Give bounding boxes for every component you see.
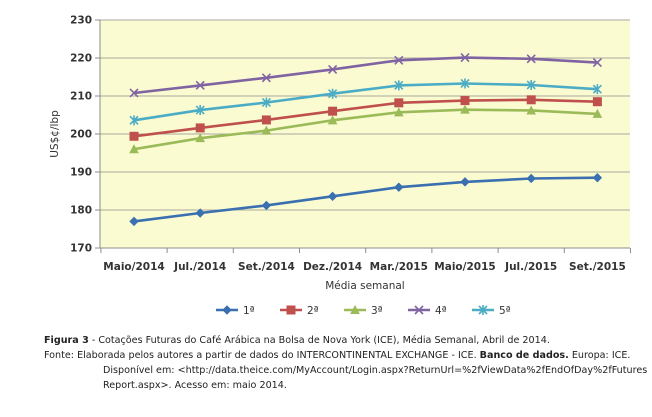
data-point (526, 79, 536, 90)
data-point (129, 88, 139, 98)
data-point (592, 84, 602, 95)
plot-area (100, 19, 630, 248)
y-tick-label: 210 (70, 91, 92, 103)
legend-label: 2ª (307, 305, 319, 317)
series-2 (129, 95, 602, 141)
data-point (460, 78, 470, 89)
data-point (350, 304, 360, 314)
legend-item: 3ª (344, 304, 383, 317)
series-group (129, 53, 603, 227)
legend-label: 4ª (435, 305, 447, 317)
data-point (195, 208, 205, 218)
data-point (526, 95, 536, 105)
data-point (129, 131, 139, 141)
series-5 (129, 78, 602, 126)
y-tick-label: 220 (70, 53, 92, 65)
y-tick-label: 230 (70, 15, 92, 27)
data-point (460, 177, 470, 187)
x-tick-label: Jul./2015 (504, 261, 557, 273)
legend-item: 2ª (280, 305, 319, 317)
data-point (261, 200, 272, 211)
data-point (592, 57, 602, 68)
data-point (592, 172, 603, 183)
data-point (460, 53, 470, 63)
legend: 1ª 2ª 3ª 4ª 5ª (216, 304, 511, 317)
y-tick-label: 180 (70, 205, 92, 217)
data-point (195, 123, 205, 133)
data-point (328, 106, 338, 116)
data-point (129, 216, 139, 227)
source-line-2: Disponível em: <http://data.theice.com/M… (103, 365, 648, 376)
legend-item: 1ª (216, 305, 255, 317)
data-point (394, 55, 404, 65)
data-point (261, 125, 272, 135)
x-tick-label: Set./2015 (569, 261, 626, 273)
data-point (478, 305, 488, 315)
y-tick-label: 190 (70, 167, 92, 179)
data-point (414, 305, 424, 315)
data-point (328, 88, 338, 99)
legend-label: 1ª (243, 305, 255, 317)
data-point (261, 73, 271, 83)
data-point (129, 115, 139, 126)
data-point (327, 191, 338, 202)
y-tick-label: 170 (70, 243, 92, 255)
series-line (133, 56, 598, 95)
data-point (460, 96, 470, 106)
data-point (195, 80, 205, 90)
source-line-3: Report.aspx>. Acesso em: maio 2014. (103, 380, 287, 391)
series-line (133, 108, 598, 151)
caption-title-line: Figura 3 - Cotações Futuras do Café Aráb… (44, 333, 644, 348)
data-point (394, 98, 404, 108)
data-point (394, 80, 404, 91)
legend-item: 4ª (408, 305, 447, 317)
series-1 (129, 172, 603, 227)
line-chart: 170 180 190 200 210 220 230 Maio/2014 Jul./2014 S… (49, 15, 631, 317)
data-point (129, 144, 139, 154)
y-tick-label: 200 (70, 129, 92, 141)
x-tick-label: Jul./2014 (173, 261, 226, 273)
data-point (222, 305, 232, 315)
data-point (286, 305, 296, 315)
source-line-1: Fonte: Elaborada pelos autores a partir … (44, 348, 644, 363)
x-tick-label: Maio/2015 (434, 261, 495, 273)
legend-label: 3ª (371, 305, 383, 317)
data-point (526, 105, 537, 115)
source-text-b: Europa: ICE. (568, 350, 631, 361)
data-point (261, 97, 271, 108)
data-point (327, 115, 338, 125)
series-3 (129, 104, 603, 154)
axes: 170 180 190 200 210 220 230 Maio/2014 Jul./2014 S… (49, 15, 631, 292)
data-point (394, 182, 404, 192)
x-tick-label: Dez./2014 (303, 261, 362, 273)
data-point (195, 105, 205, 116)
x-tick-label: Maio/2014 (103, 261, 164, 273)
legend-item: 5ª (472, 305, 511, 317)
data-point (460, 104, 470, 114)
figure-text: - Cotações Futuras do Café Arábica na Bo… (88, 335, 550, 346)
source-text-a: Fonte: Elaborada pelos autores a partir … (44, 350, 480, 361)
figure-caption: Figura 3 - Cotações Futuras do Café Aráb… (44, 333, 648, 393)
data-point (592, 108, 603, 118)
x-axis-title: Média semanal (325, 280, 404, 292)
series-4 (129, 53, 602, 98)
data-point (526, 54, 536, 64)
series-line (133, 82, 598, 122)
figure-label: Figura 3 (44, 335, 89, 346)
source-title: Banco de dados. (479, 350, 569, 361)
y-axis-title: US$¢/lbp (49, 110, 61, 158)
data-point (328, 64, 338, 74)
data-point (261, 115, 271, 125)
x-tick-label: Mar./2015 (370, 261, 428, 273)
series-line (133, 176, 598, 223)
data-point (592, 97, 602, 107)
legend-label: 5ª (499, 305, 511, 317)
data-point (526, 173, 536, 184)
data-point (393, 107, 404, 117)
data-point (195, 133, 206, 143)
series-line (133, 98, 598, 138)
x-tick-label: Set./2014 (238, 261, 295, 273)
